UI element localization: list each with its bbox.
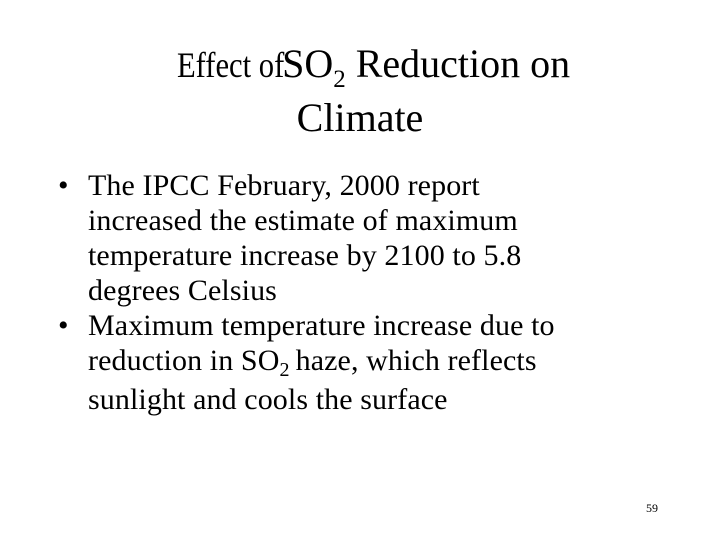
bullet-text-reduction: reduction in SO <box>88 344 280 377</box>
bullet-subscript: 2 <box>279 359 290 381</box>
bullet-line: The IPCC February, 2000 report <box>88 169 480 202</box>
title-so-text: SO <box>282 41 334 86</box>
bullet-line: Maximum temperature increase due to <box>88 309 555 342</box>
bullet-line: degrees Celsius <box>88 274 277 307</box>
title-reduction-text: Reduction on <box>345 41 571 86</box>
bullet-item-ipcc-report: • The IPCC February, 2000 report increas… <box>48 168 708 308</box>
page-number: 59 <box>646 501 658 515</box>
title-subscript: 2 <box>333 66 346 93</box>
title-line-1: Effect of SO2 Reduction on <box>8 41 720 93</box>
bullet-marker: • <box>58 169 69 202</box>
bullet-list: • The IPCC February, 2000 report increas… <box>48 168 708 417</box>
bullet-text-haze: haze, which reflects <box>295 344 537 377</box>
bullet-item-max-temperature: • Maximum temperature increase due to re… <box>48 308 708 417</box>
title-line-2: Climate <box>296 95 424 140</box>
bullet-line: reduction in SO2 haze, which reflects <box>88 343 708 382</box>
bullet-marker: • <box>58 309 69 342</box>
slide-title: Effect of SO2 Reduction on Climate <box>0 44 720 138</box>
bullet-line: increased the estimate of maximum <box>88 204 518 237</box>
title-effect-text: Effect of <box>176 45 285 85</box>
bullet-line: sunlight and cools the surface <box>88 383 448 416</box>
bullet-line: temperature increase by 2100 to 5.8 <box>88 239 522 272</box>
